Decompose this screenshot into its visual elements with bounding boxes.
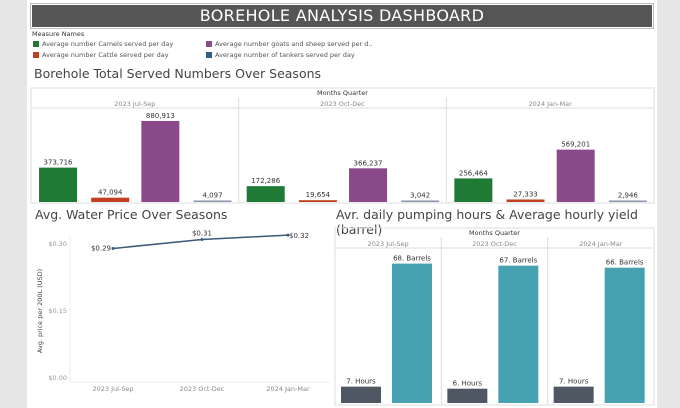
bar [401,200,440,202]
bar [341,386,381,403]
bar [604,267,645,403]
price-data-label: $0.32 [289,232,309,240]
bar-data-label: 67. Barrels [499,257,537,265]
bar [392,263,432,403]
dashboard-canvas [27,0,657,408]
y-tick-label: $0.15 [48,307,67,315]
legend-label: Average number of tankers served per day [215,51,355,59]
legend-swatch [206,41,212,47]
bar [454,178,493,202]
bar-data-label: 7. Hours [346,378,376,386]
legend-item-cattle[interactable]: Average number Cattle served per day [33,51,169,59]
bar [141,120,180,202]
pumping-chart-header: Months Quarter [469,229,520,237]
price-point [111,246,115,250]
legend-label: Average number Camels served per day [42,40,174,48]
price-data-label: $0.29 [91,244,111,252]
y-tick-label: $0.30 [48,240,67,248]
bar-data-label: 256,464 [459,169,488,177]
bar-data-label: 3,042 [410,192,430,200]
x-tick-label: 2023 Oct-Dec [180,385,225,393]
bar-data-label: 2,946 [618,192,639,200]
legend-title: Measure Names [32,30,85,38]
price-chart-title: Avg. Water Price Over Seasons [35,207,228,222]
bar [608,200,647,202]
price-point [286,233,290,237]
x-tick-label: 2024 Jan-Mar [266,385,310,393]
legend-item-camels[interactable]: Average number Camels served per day [33,40,173,48]
bar-data-label: 66. Barrels [606,259,644,267]
bar-data-label: 373,716 [44,159,73,167]
bar [506,199,545,202]
price-data-label: $0.31 [192,230,212,238]
bar-data-label: 6. Hours [453,380,483,388]
pumping-chart-column-label: 2023 Jul-Sep [368,240,409,248]
legend-label: Average number Cattle served per day [42,51,169,59]
bar-data-label: 68. Barrels [393,255,431,263]
bar [91,197,130,202]
pumping-chart-column-label: 2024 Jan-Mar [579,240,623,248]
bar [39,167,78,202]
bar [556,149,595,202]
y-axis-title: Avg. price per 200L (USD) [36,269,44,353]
bar-data-label: 7. Hours [559,378,589,386]
pumping-chart-title: Avr. daily pumping hours & Average hourl… [336,207,638,237]
bar-data-label: 27,333 [513,190,538,198]
legend-swatch [33,52,39,58]
bar [447,388,488,403]
served-chart-frame [30,87,655,204]
bar-data-label: 569,201 [561,141,590,149]
bar-data-label: 47,094 [98,189,123,197]
bar [553,386,594,403]
dashboard-title-bar: BOREHOLE ANALYSIS DASHBOARD [30,3,654,29]
bar-data-label: 366,237 [354,159,383,167]
served-chart-column-label: 2023 Jul-Sep [114,100,155,108]
legend-item-goats-sheep[interactable]: Average number goats and sheep served pe… [206,40,373,48]
legend-label: Average number goats and sheep served pe… [215,40,373,48]
legend-item-tankers[interactable]: Average number of tankers served per day [206,51,355,59]
bar-data-label: 172,286 [251,177,280,185]
price-point [200,238,204,242]
bar-data-label: 880,913 [146,112,175,120]
bar-data-label: 4,097 [202,192,222,200]
served-chart-column-label: 2024 Jan-Mar [529,100,573,108]
bar [246,186,285,202]
y-tick-label: $0.00 [48,374,67,382]
legend-swatch [33,41,39,47]
served-chart-column-label: 2023 Oct-Dec [320,100,365,108]
pumping-chart-frame [334,227,655,406]
dashboard-title: BOREHOLE ANALYSIS DASHBOARD [32,5,652,27]
bar-data-label: 19,654 [306,191,331,199]
x-tick-label: 2023 Jul-Sep [92,385,133,393]
bar [193,200,232,202]
served-chart-title: Borehole Total Served Numbers Over Seaso… [34,66,322,81]
legend-swatch [206,52,212,58]
bar [498,265,539,403]
served-chart-header: Months Quarter [317,89,368,97]
pumping-chart-column-label: 2023 Oct-Dec [472,240,517,248]
bar [349,168,388,202]
bar [298,200,337,202]
